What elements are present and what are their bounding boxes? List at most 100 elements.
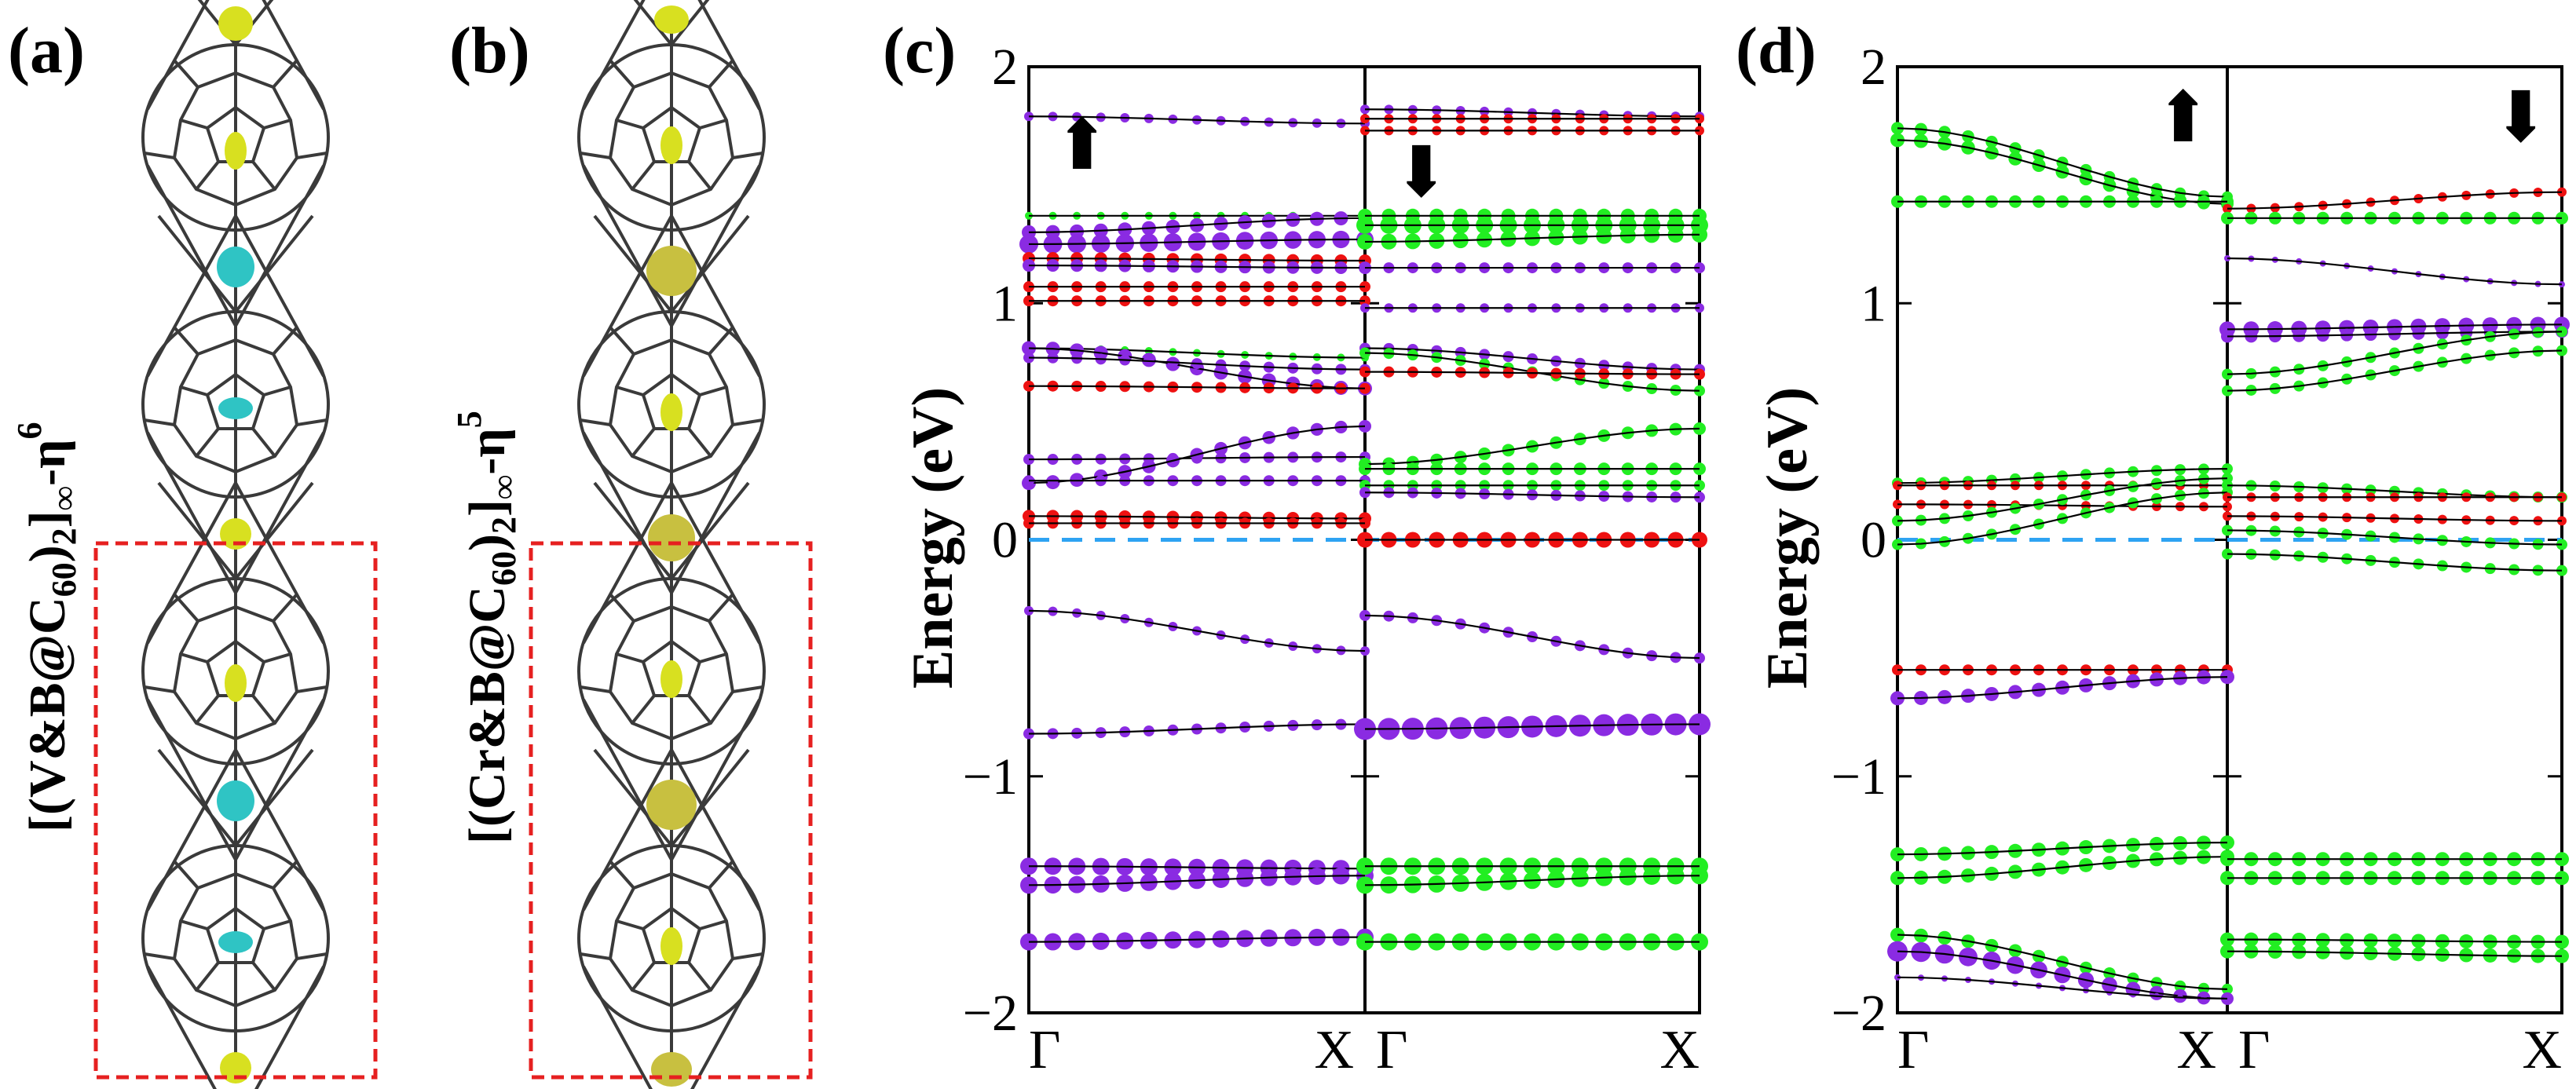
- band-line: [2227, 515, 2563, 522]
- band-line: [1364, 614, 1700, 660]
- band-line: [1028, 264, 1366, 269]
- band-line: [2227, 553, 2563, 572]
- y-tick-label: −2: [1831, 985, 1886, 1042]
- band: [1359, 262, 1705, 274]
- panel-b: (b) [(Cr&B@C60)2]∞-η5: [449, 0, 813, 1089]
- chromium-spin-density-icon: [648, 514, 695, 561]
- boron-spin-density-icon: [225, 132, 247, 170]
- chromium-spin-density-icon: [651, 1052, 692, 1087]
- band: [1025, 344, 1369, 362]
- band: [1891, 195, 2234, 208]
- dopant-site-icon: [218, 6, 253, 41]
- band-line: [1364, 108, 1700, 118]
- unit-cell-box: [529, 541, 813, 1080]
- panel-c-ylabel: Energy (eV): [901, 387, 965, 689]
- band: [1020, 928, 1374, 951]
- band-line: [1028, 238, 1366, 246]
- band-line: [1028, 356, 1366, 371]
- kpoint-label: X: [1659, 1020, 1700, 1080]
- boron-spin-density-icon: [660, 927, 682, 965]
- spin-up-bands: [1019, 111, 1374, 951]
- band: [1890, 927, 2233, 995]
- band: [1023, 281, 1370, 293]
- band: [2220, 932, 2569, 949]
- band: [1357, 226, 1707, 250]
- band: [1020, 867, 1374, 894]
- band-line: [1897, 676, 2228, 700]
- band: [1892, 664, 2233, 676]
- y-tick-label: 0: [992, 512, 1018, 569]
- band: [1023, 718, 1370, 740]
- band-line: [2227, 257, 2563, 286]
- y-tick-label: 2: [992, 38, 1018, 96]
- kpoint-label: Γ: [1897, 1020, 1929, 1080]
- band-line: [1897, 503, 2228, 508]
- band-line: [1364, 371, 1700, 375]
- spin-down-bands: [1354, 104, 1711, 951]
- band-line: [1897, 139, 2228, 205]
- band: [1024, 605, 1370, 656]
- band: [1360, 303, 1704, 313]
- band-line: [1028, 865, 1366, 870]
- kpoint-label: Γ: [1376, 1020, 1407, 1080]
- band-line: [1028, 257, 1366, 262]
- band-line: [1028, 115, 1366, 125]
- band-line: [1028, 425, 1366, 484]
- band: [1894, 974, 2230, 1002]
- band-line: [1028, 875, 1366, 886]
- band: [1356, 857, 1708, 875]
- band: [1023, 475, 1370, 487]
- band: [1892, 473, 2233, 527]
- kpoint-label: Γ: [1029, 1020, 1060, 1080]
- band: [1023, 380, 1370, 394]
- band: [1359, 487, 1705, 503]
- panel-a-formula: [(V&B@C60)2]∞-η6: [10, 422, 83, 833]
- y-tick-label: −2: [963, 985, 1018, 1042]
- panel-c-label: (c): [883, 14, 956, 87]
- band: [2223, 187, 2567, 214]
- band: [2222, 345, 2567, 396]
- band: [1023, 517, 1370, 529]
- band: [1892, 487, 2233, 550]
- band-line: [1897, 842, 2228, 856]
- band-line: [2227, 484, 2563, 499]
- spin-up-bands: [1887, 122, 2234, 1005]
- band-line: [2227, 331, 2563, 375]
- y-tick-label: 1: [992, 275, 1018, 332]
- spin-down-bands: [2219, 187, 2570, 963]
- kpoint-label: X: [2176, 1020, 2216, 1080]
- band: [1356, 216, 1708, 234]
- band: [1019, 230, 1374, 254]
- band-line: [1028, 347, 1366, 359]
- band: [1890, 670, 2234, 706]
- band: [1359, 480, 1705, 492]
- band: [2223, 492, 2567, 502]
- band: [1023, 295, 1370, 307]
- boron-spin-density-icon: [225, 664, 247, 702]
- band: [1356, 933, 1708, 951]
- band-line: [1897, 950, 2228, 1000]
- band: [2220, 871, 2569, 886]
- boron-spin-density-icon: [218, 931, 253, 953]
- band-line: [1028, 515, 1366, 520]
- band-line: [1364, 875, 1700, 886]
- band-line: [1028, 217, 1366, 233]
- band: [1022, 210, 1372, 239]
- band-line: [2227, 529, 2563, 546]
- band: [2222, 326, 2567, 380]
- band-line: [1028, 609, 1366, 652]
- y-tick-label: 0: [1861, 512, 1886, 569]
- spin-up-arrow-icon: ⬆: [2153, 79, 2212, 157]
- band: [2220, 852, 2569, 867]
- boron-spin-density-icon: [660, 393, 682, 431]
- y-tick-label: 1: [1861, 275, 1886, 332]
- band: [2222, 524, 2567, 550]
- kpoint-label: X: [2522, 1020, 2562, 1080]
- band-line: [1028, 385, 1366, 389]
- band-line: [1364, 347, 1700, 371]
- band: [1360, 114, 1704, 124]
- band-line: [1897, 856, 2228, 879]
- band-line: [1897, 976, 2228, 1000]
